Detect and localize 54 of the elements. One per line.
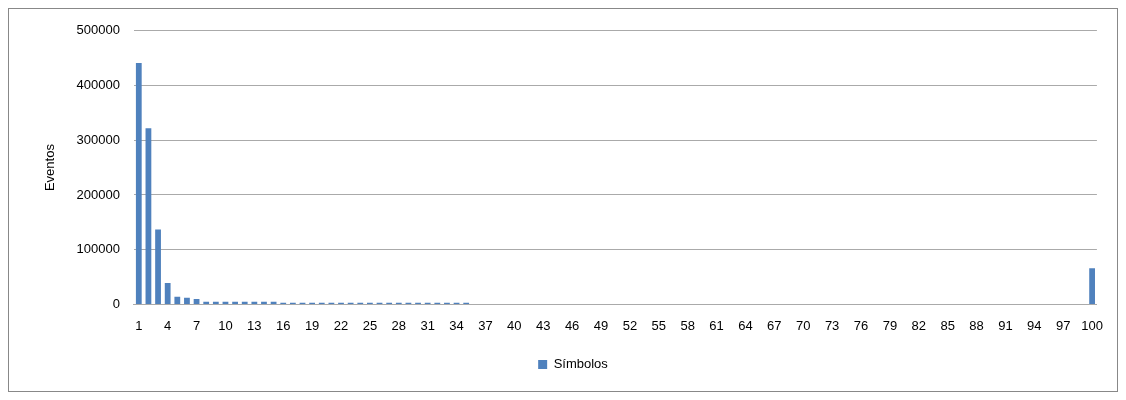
y-tick-label: 0 — [112, 295, 120, 311]
x-tick-label: 7 — [192, 317, 201, 333]
y-tick-label: 100000 — [76, 241, 120, 257]
y-axis-title: Eventos — [42, 143, 58, 192]
bar — [212, 301, 219, 304]
x-tick-label: 37 — [478, 317, 493, 333]
x-tick-label: 82 — [911, 317, 927, 333]
bar — [164, 283, 171, 304]
bar — [184, 297, 190, 304]
x-tick-label: 52 — [622, 317, 638, 333]
bar — [251, 301, 258, 304]
x-tick-label: 64 — [738, 317, 753, 333]
x-tick-label: 10 — [218, 317, 233, 333]
x-tick-label: 94 — [1027, 317, 1042, 333]
x-tick-label: 85 — [940, 317, 955, 333]
bar — [174, 296, 181, 304]
x-tick-label: 55 — [651, 317, 667, 333]
x-tick-label: 73 — [824, 317, 840, 333]
y-tick-label: 300000 — [76, 131, 120, 147]
y-tick-label: 500000 — [76, 22, 120, 38]
x-tick-label: 4 — [164, 317, 172, 333]
x-tick-label: 58 — [680, 317, 695, 333]
x-tick-label: 31 — [420, 317, 435, 333]
x-tick-label: 100 — [1081, 317, 1103, 333]
x-tick-label: 97 — [1055, 317, 1071, 333]
x-tick-label: 28 — [391, 317, 407, 333]
x-tick-label: 70 — [795, 317, 811, 333]
x-tick-label: 16 — [276, 317, 291, 333]
x-tick-label: 13 — [247, 317, 262, 333]
x-tick-label: 43 — [535, 317, 551, 333]
y-tick-label: 400000 — [76, 77, 120, 93]
x-tick-label: 1 — [135, 317, 143, 333]
bar — [261, 301, 267, 304]
bar — [155, 229, 161, 304]
x-tick-label: 46 — [564, 317, 580, 333]
y-tick-label: 200000 — [76, 186, 120, 202]
bar — [1089, 268, 1095, 304]
x-tick-label: 22 — [333, 317, 349, 333]
x-tick-label: 49 — [593, 317, 609, 333]
bar — [241, 301, 248, 304]
x-tick-label: 19 — [304, 317, 320, 333]
x-tick-label: 76 — [853, 317, 869, 333]
bar — [135, 63, 142, 304]
legend-label: Símbolos — [553, 356, 609, 372]
x-tick-label: 25 — [362, 317, 378, 333]
x-tick-label: 40 — [507, 317, 522, 333]
x-tick-label: 91 — [998, 317, 1013, 333]
bar — [203, 301, 210, 304]
x-tick-label: 88 — [969, 317, 984, 333]
x-tick-label: 79 — [882, 317, 898, 333]
x-tick-label: 61 — [709, 317, 724, 333]
bar — [232, 301, 238, 304]
x-tick-label: 67 — [767, 317, 782, 333]
x-tick-label: 34 — [449, 317, 464, 333]
